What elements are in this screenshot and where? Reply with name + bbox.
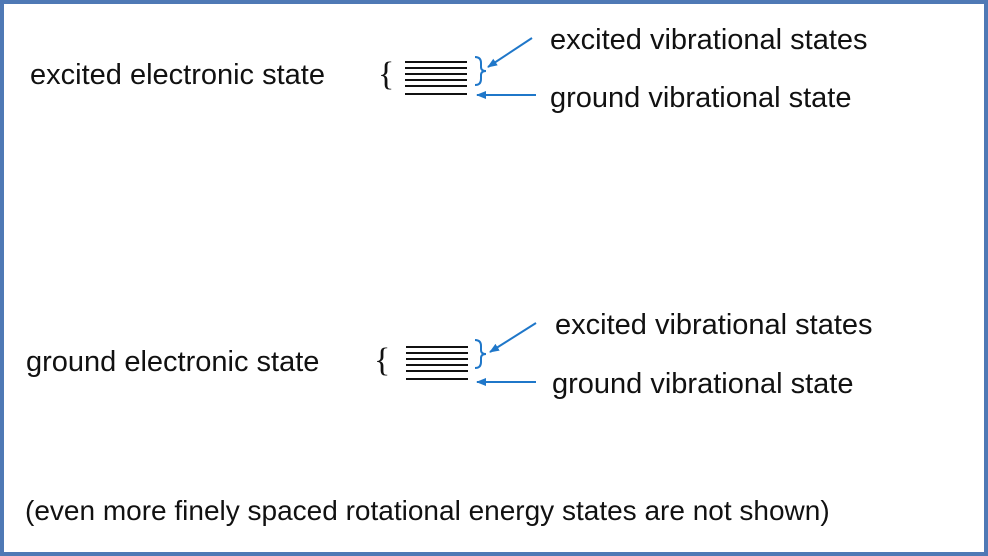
excited-group-brace: { <box>378 56 395 93</box>
ground-group-vibrational-levels <box>406 346 468 380</box>
excited-group-vibrational-levels <box>405 61 467 95</box>
footnote: (even more finely spaced rotational ener… <box>25 495 830 526</box>
ground-group-vib-excited-label: excited vibrational states <box>555 309 873 341</box>
ground-group-vib-ground-label: ground vibrational state <box>552 368 854 400</box>
ground-group-brace: { <box>374 342 391 379</box>
ground-group-small-brace <box>474 339 487 369</box>
excited-group-vib-ground-label: ground vibrational state <box>550 82 852 114</box>
ground-group-vib-excited-arrow <box>489 322 537 353</box>
excited-electronic-state-label: excited electronic state <box>30 59 325 91</box>
excited-group-vib-excited-arrow <box>487 37 533 68</box>
excited-group-vib-excited-label: excited vibrational states <box>550 24 868 56</box>
excited-group-small-brace <box>474 56 487 86</box>
ground-electronic-state-label: ground electronic state <box>26 346 320 378</box>
